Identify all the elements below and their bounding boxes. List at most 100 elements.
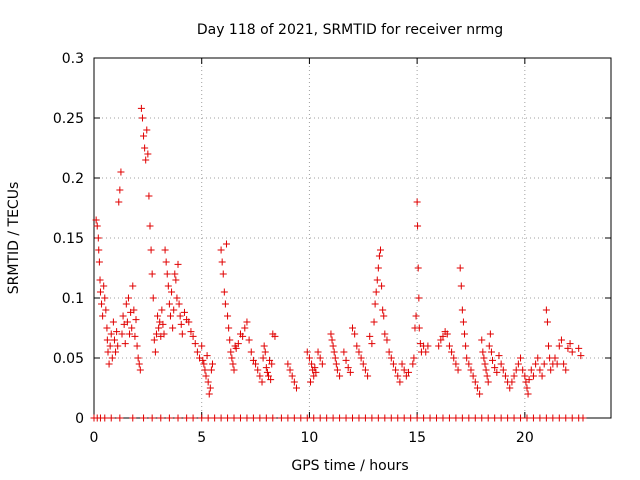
data-point [151, 348, 159, 356]
data-point [439, 332, 447, 340]
data-point [152, 330, 160, 338]
data-point [471, 378, 479, 386]
data-point [467, 366, 475, 374]
data-point [456, 264, 464, 272]
data-point [361, 414, 369, 422]
data-point [288, 372, 296, 380]
data-point [252, 360, 260, 368]
data-point [96, 288, 104, 296]
data-point [435, 342, 443, 350]
data-point [547, 366, 555, 374]
data-point [147, 246, 155, 254]
data-point [452, 360, 460, 368]
data-point [103, 324, 111, 332]
data-point [355, 348, 363, 356]
data-point [340, 348, 348, 356]
data-point [227, 348, 235, 356]
data-point [506, 384, 514, 392]
data-point [525, 376, 533, 384]
data-point [126, 330, 134, 338]
data-point [555, 414, 563, 422]
data-point [115, 198, 123, 206]
data-point [379, 306, 387, 314]
data-point [140, 132, 148, 140]
data-point [407, 414, 415, 422]
data-point [540, 360, 548, 368]
data-point [236, 414, 244, 422]
data-point [175, 300, 183, 308]
data-point [529, 414, 537, 422]
data-point [130, 306, 138, 314]
data-point [269, 414, 277, 422]
data-point [478, 336, 486, 344]
data-point [484, 378, 492, 386]
data-point [129, 414, 137, 422]
data-point [577, 352, 585, 360]
data-point [267, 376, 275, 384]
data-point [229, 360, 237, 368]
data-point [256, 372, 264, 380]
data-point [351, 330, 359, 338]
data-point [159, 320, 167, 328]
data-point [131, 332, 139, 340]
data-point [517, 354, 525, 362]
data-point [143, 126, 151, 134]
data-point [162, 258, 170, 266]
data-point [458, 414, 466, 422]
data-point [555, 342, 563, 350]
data-point [249, 414, 257, 422]
data-point [560, 360, 568, 368]
axis-ticks: 0 0.05 0.1 0.15 0.2 0.25 0.3 0 5 10 15 20 [53, 51, 611, 446]
data-point [292, 384, 300, 392]
data-point [271, 332, 279, 340]
data-point [137, 104, 145, 112]
data-point [232, 344, 240, 352]
data-point [92, 216, 100, 224]
data-point [119, 312, 127, 320]
data-point [98, 300, 106, 308]
data-point [141, 144, 149, 152]
data-point [145, 192, 153, 200]
data-point [180, 308, 188, 316]
data-point [462, 342, 470, 350]
data-point [387, 414, 395, 422]
data-point [463, 354, 471, 362]
data-point [529, 372, 537, 380]
data-point [129, 282, 137, 290]
data-point [510, 372, 518, 380]
data-point [166, 312, 174, 320]
data-point [303, 348, 311, 356]
data-point [268, 360, 276, 368]
data-point [132, 316, 140, 324]
data-point [211, 414, 219, 422]
data-point [542, 414, 550, 422]
data-point [501, 372, 509, 380]
data-point [142, 156, 150, 164]
data-point [402, 372, 410, 380]
data-point [566, 340, 574, 348]
data-point [316, 414, 324, 422]
y-axis-label: SRMTID / TECUs [6, 182, 22, 295]
data-point [409, 360, 417, 368]
data-point [439, 414, 447, 422]
data-point [121, 340, 129, 348]
data-point [562, 414, 570, 422]
data-point [389, 360, 397, 368]
data-point [310, 414, 318, 422]
data-point [471, 414, 479, 422]
data-point [481, 360, 489, 368]
data-point [465, 414, 473, 422]
data-point [208, 360, 216, 368]
data-point [381, 414, 389, 422]
data-point [508, 378, 516, 386]
data-point [373, 276, 381, 284]
data-point [95, 246, 103, 254]
y-tick-label: 0.1 [62, 291, 84, 307]
data-point [224, 312, 232, 320]
data-point [104, 348, 112, 356]
data-point [259, 354, 267, 362]
data-point [361, 366, 369, 374]
data-point [461, 330, 469, 338]
data-point [412, 312, 420, 320]
data-point [415, 324, 423, 332]
